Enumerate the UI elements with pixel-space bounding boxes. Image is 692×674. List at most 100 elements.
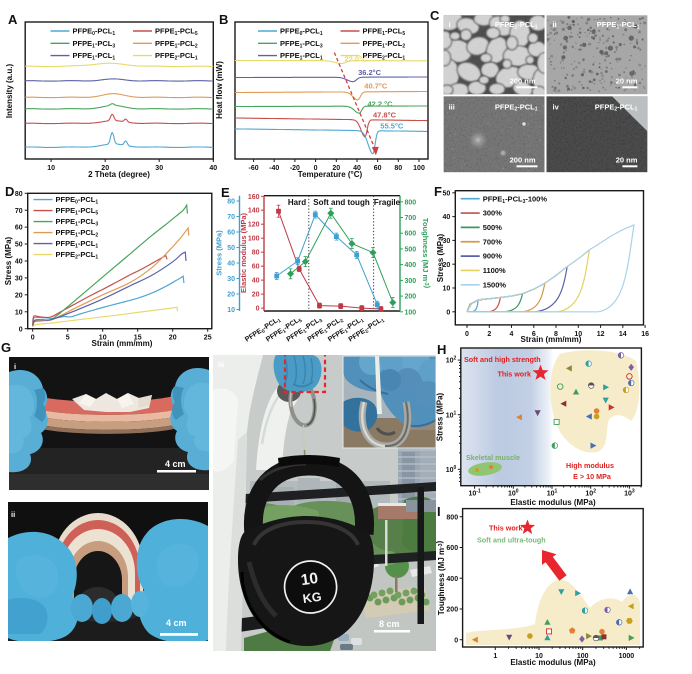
svg-text:120: 120: [248, 222, 260, 229]
svg-text:PFPE1-PCL2: PFPE1-PCL2: [155, 39, 198, 50]
svg-text:Toughness (MJ m-3): Toughness (MJ m-3): [421, 218, 432, 289]
svg-text:This work: This work: [489, 524, 523, 533]
svg-text:Toughness (MJ m-3): Toughness (MJ m-3): [435, 540, 446, 615]
svg-text:300: 300: [405, 278, 417, 285]
svg-text:PFPE0-PCL1: PFPE0-PCL1: [280, 27, 323, 38]
svg-text:600: 600: [405, 231, 417, 238]
svg-text:Soft and tough: Soft and tough: [313, 198, 370, 207]
svg-text:10-1: 10-1: [468, 489, 480, 498]
svg-text:Elastic modulus (MPa): Elastic modulus (MPa): [510, 658, 596, 667]
svg-text:2 Theta (degree): 2 Theta (degree): [88, 170, 150, 179]
svg-text:0: 0: [256, 306, 260, 313]
svg-text:30: 30: [15, 276, 23, 283]
svg-text:KG: KG: [302, 590, 323, 606]
svg-text:i: i: [449, 20, 451, 29]
svg-text:40: 40: [353, 165, 361, 172]
svg-text:1100%: 1100%: [483, 266, 506, 275]
svg-text:20 nm: 20 nm: [616, 155, 638, 164]
svg-text:20: 20: [169, 335, 177, 342]
svg-text:80: 80: [252, 250, 260, 257]
svg-text:100: 100: [446, 465, 457, 474]
svg-text:PFPE1-PCL1: PFPE1-PCL1: [280, 51, 323, 62]
svg-text:0: 0: [19, 326, 23, 333]
svg-text:G: G: [1, 340, 11, 355]
svg-text:55.5°C: 55.5°C: [380, 122, 404, 131]
svg-text:Stress (MPa): Stress (MPa): [4, 236, 13, 285]
svg-text:10: 10: [574, 331, 582, 338]
svg-text:Intensity (a.u.): Intensity (a.u.): [5, 64, 14, 119]
svg-text:60: 60: [374, 165, 382, 172]
svg-text:40: 40: [227, 261, 235, 268]
svg-text:10: 10: [99, 335, 107, 342]
svg-text:100: 100: [508, 489, 519, 498]
svg-text:60: 60: [252, 264, 260, 271]
svg-text:Fragile: Fragile: [374, 198, 401, 207]
svg-text:PFPE2-PCL1: PFPE2-PCL1: [56, 250, 99, 261]
svg-text:60: 60: [15, 225, 23, 232]
svg-text:300%: 300%: [483, 209, 503, 218]
svg-text:102: 102: [446, 356, 457, 365]
svg-text:4: 4: [510, 331, 514, 338]
svg-text:PFPE2-PCL1: PFPE2-PCL1: [495, 102, 538, 112]
svg-text:0: 0: [465, 331, 469, 338]
svg-text:800: 800: [446, 514, 458, 521]
svg-text:Elastic modulus (MPa): Elastic modulus (MPa): [510, 498, 596, 507]
svg-text:40: 40: [443, 214, 451, 221]
svg-text:Hard: Hard: [288, 198, 306, 207]
svg-text:10: 10: [443, 286, 451, 293]
svg-text:50: 50: [443, 190, 451, 197]
svg-text:F: F: [434, 184, 442, 199]
svg-text:100: 100: [413, 165, 425, 172]
svg-text:B: B: [219, 12, 228, 27]
svg-text:50: 50: [227, 245, 235, 252]
svg-text:30: 30: [227, 276, 235, 283]
svg-text:i: i: [14, 362, 16, 371]
svg-text:PFPE1-PCL3-100%: PFPE1-PCL3-100%: [483, 194, 548, 205]
svg-text:iii: iii: [449, 102, 455, 111]
svg-text:400: 400: [405, 262, 417, 269]
svg-text:12: 12: [597, 331, 605, 338]
svg-text:100: 100: [405, 309, 417, 316]
svg-text:36.2°C: 36.2°C: [358, 68, 382, 77]
svg-text:200: 200: [405, 294, 417, 301]
svg-text:8 cm: 8 cm: [379, 619, 400, 629]
svg-text:PFPE1-PCL1: PFPE1-PCL1: [597, 20, 640, 30]
svg-text:20: 20: [332, 165, 340, 172]
svg-text:80: 80: [15, 191, 23, 198]
svg-text:20: 20: [443, 262, 451, 269]
svg-text:Skeletal muscle: Skeletal muscle: [466, 453, 520, 462]
svg-text:PFPE1-PCL2: PFPE1-PCL2: [363, 39, 406, 50]
svg-text:140: 140: [248, 208, 260, 215]
svg-text:PFPE1-PCL3: PFPE1-PCL3: [280, 39, 323, 50]
svg-text:Temperature (°C): Temperature (°C): [298, 170, 363, 179]
svg-text:80: 80: [227, 199, 235, 206]
svg-text:20: 20: [227, 292, 235, 299]
svg-text:200 nm: 200 nm: [510, 155, 536, 164]
svg-text:4 cm: 4 cm: [165, 459, 186, 469]
svg-text:15: 15: [134, 335, 142, 342]
svg-text:Stress (MPa): Stress (MPa): [436, 392, 445, 441]
svg-text:-60: -60: [249, 165, 259, 172]
svg-text:PFPE1-PCL1: PFPE1-PCL1: [56, 239, 99, 250]
svg-text:10: 10: [47, 165, 55, 172]
svg-text:60: 60: [227, 230, 235, 237]
svg-text:H: H: [437, 342, 446, 357]
svg-text:400: 400: [446, 576, 458, 583]
svg-text:700%: 700%: [483, 237, 503, 246]
svg-text:200 nm: 200 nm: [510, 76, 536, 85]
svg-text:ii: ii: [553, 20, 557, 29]
svg-text:5: 5: [66, 335, 70, 342]
svg-text:PFPE2-PCL1: PFPE2-PCL1: [595, 102, 638, 112]
svg-text:D: D: [5, 184, 14, 199]
svg-text:E: E: [221, 185, 230, 200]
svg-text:PFPE2-PCL1: PFPE2-PCL1: [363, 51, 406, 62]
svg-text:2: 2: [487, 331, 491, 338]
svg-text:High modulus: High modulus: [566, 461, 614, 470]
svg-text:40: 40: [15, 259, 23, 266]
svg-text:C: C: [430, 8, 440, 23]
svg-text:10: 10: [15, 309, 23, 316]
svg-text:600: 600: [446, 545, 458, 552]
svg-text:101: 101: [446, 410, 457, 419]
svg-text:4 cm: 4 cm: [166, 618, 187, 628]
svg-text:-20: -20: [290, 165, 300, 172]
